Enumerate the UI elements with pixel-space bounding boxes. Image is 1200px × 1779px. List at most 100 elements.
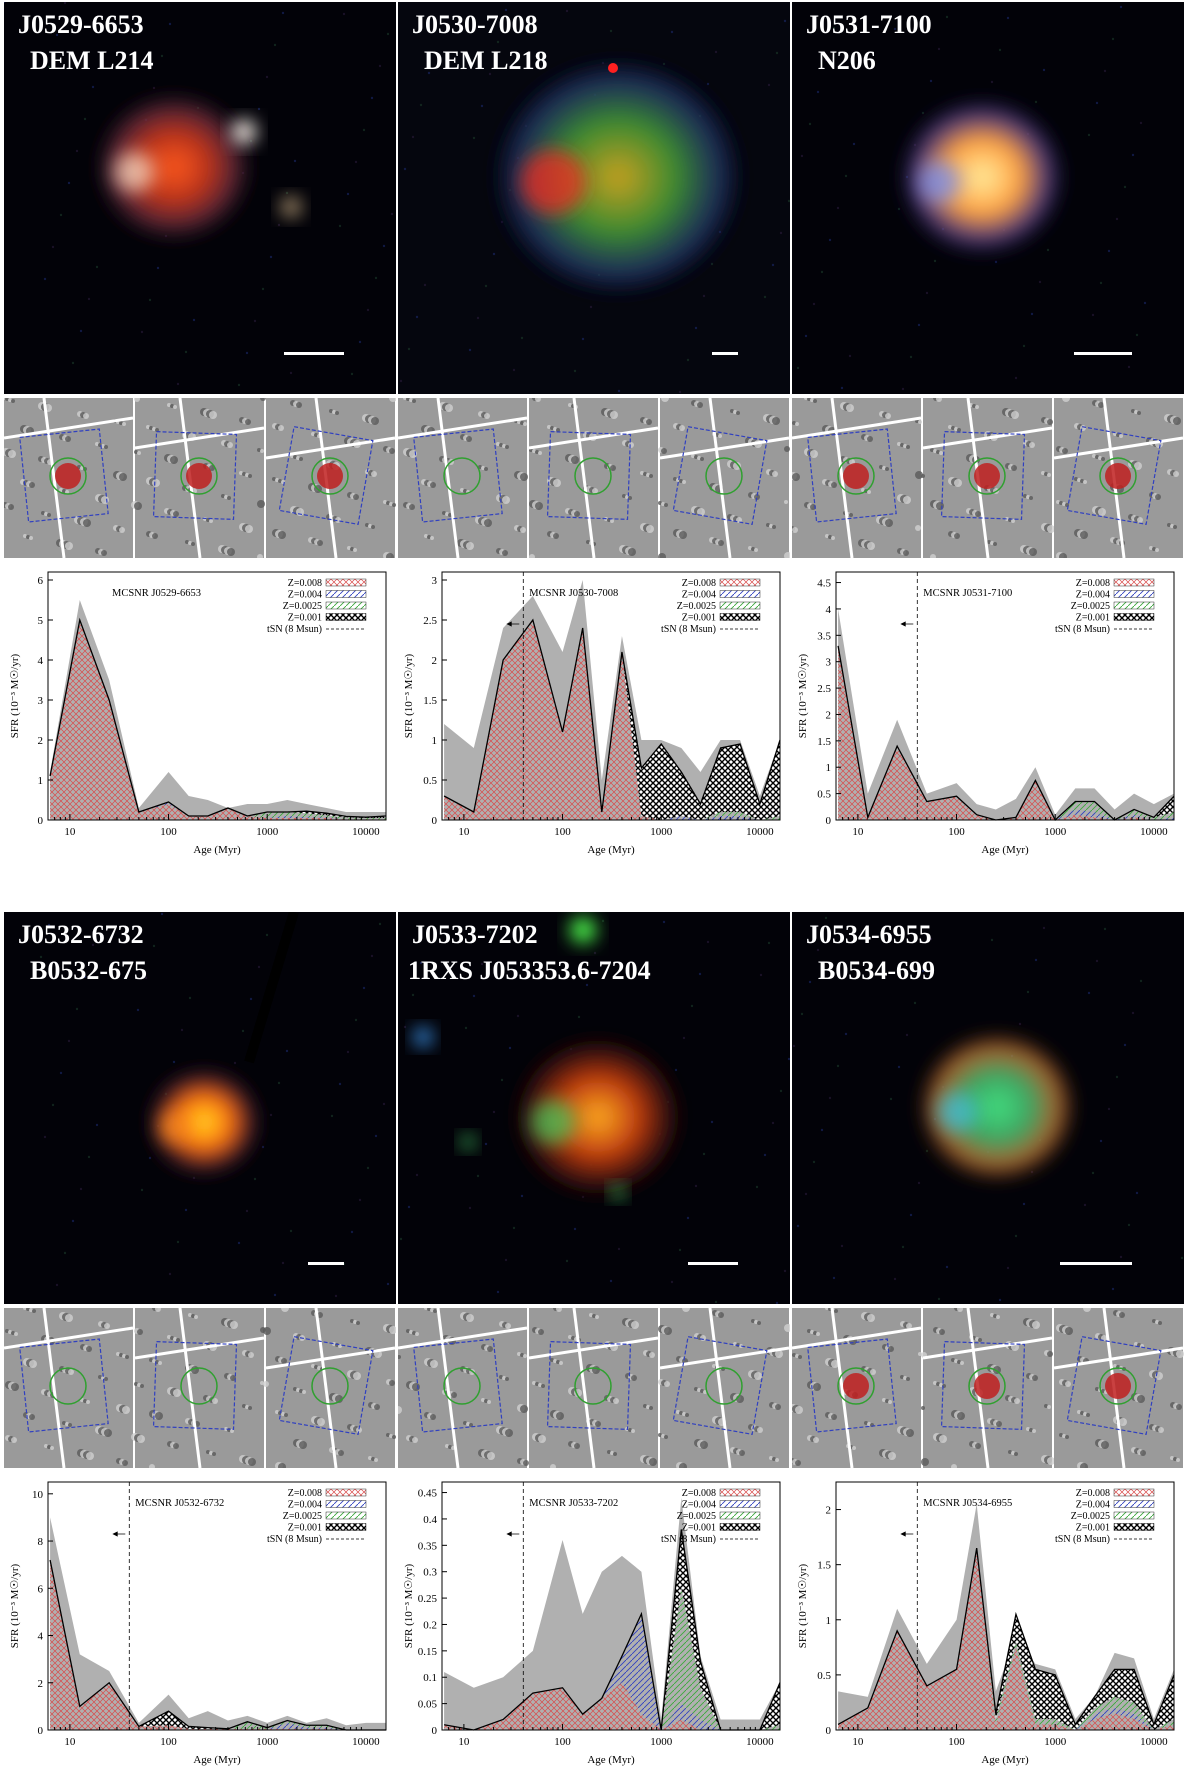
sfr-chart-svg: 0 1 2 3 4 5 6 10 100 1000 10000 Age (Myr) SFR (10⁻³ … <box>9 571 387 856</box>
sfr-chart: 0 0.5 1 1.5 2 2.5 3 3.5 4 4.5 10 100 1000 10000 Age (M… <box>792 564 1184 864</box>
legend-swatch <box>719 590 761 598</box>
legend-label: tSN (8 Msun) <box>267 624 322 635</box>
y-axis-label: SFR (10⁻³ M☉/yr) <box>403 1563 415 1648</box>
xray-image-canvas <box>792 912 1184 1304</box>
y-axis-label: SFR (10⁻³ M☉/yr) <box>403 653 415 738</box>
legend-label: Z=0.008 <box>288 578 322 589</box>
legend-label: Z=0.008 <box>682 1488 716 1499</box>
xray-image: J0530-7008 DEM L218 <box>398 2 790 394</box>
x-tick-label: 10 <box>852 1736 864 1748</box>
y-tick-label: 1 <box>826 762 832 774</box>
sfr-chart: 0 0.5 1 1.5 2 2.5 3 10 100 1000 10000 Age (Myr) SFR … <box>398 564 790 864</box>
thumbnail-3 <box>658 398 790 558</box>
legend-label: Z=0.001 <box>682 1523 716 1534</box>
sfr-upper-band <box>838 608 1174 820</box>
panel-subtitle: DEM L218 <box>424 46 548 75</box>
y-tick-label: 4 <box>38 655 44 667</box>
scale-bar <box>712 352 738 355</box>
legend-label: tSN (8 Msun) <box>661 1534 716 1545</box>
scale-bar <box>1060 1262 1132 1265</box>
thumbnail-1 <box>792 1308 922 1468</box>
y-tick-label: 2.5 <box>423 615 437 627</box>
thumbnail-3 <box>265 398 396 558</box>
y-tick-label: 0 <box>432 1725 438 1737</box>
y-tick-label: 1 <box>826 1615 832 1627</box>
legend-label: Z=0.001 <box>1076 613 1110 624</box>
sfr-total-line <box>837 1548 1175 1727</box>
x-axis-label: Age (Myr) <box>587 1754 635 1766</box>
scale-bar <box>1074 352 1132 355</box>
tsn-arrow <box>900 621 914 627</box>
legend-label: Z=0.001 <box>682 613 716 624</box>
y-tick-label: 0.25 <box>418 1593 438 1605</box>
y-axis-label: SFR (10⁻³ M☉/yr) <box>9 653 21 738</box>
legend-swatch <box>719 613 761 621</box>
thumbnail-2 <box>131 1308 266 1468</box>
y-tick-label: 0.05 <box>418 1699 438 1711</box>
legend-swatch <box>719 601 761 610</box>
x-tick-label: 10000 <box>746 826 774 838</box>
tsn-arrow <box>112 1531 126 1537</box>
legend-swatch <box>1113 1488 1155 1497</box>
thumbnail-1 <box>4 1308 134 1468</box>
legend-swatch <box>1113 613 1155 621</box>
legend-swatch <box>1113 1523 1155 1531</box>
y-tick-label: 1.5 <box>817 736 831 748</box>
panel-subtitle: B0534-699 <box>818 956 935 985</box>
optical-thumbnails <box>792 1308 1184 1468</box>
panel-subtitle: 1RXS J053353.6-7204 <box>408 956 651 985</box>
x-tick-label: 10 <box>458 826 470 838</box>
y-axis-label: SFR (10⁻³ M☉/yr) <box>9 1563 21 1648</box>
sfr-upper-band <box>838 1504 1174 1730</box>
snr-panel-J0533-7202: J0533-7202 1RXS J053353.6-7204 0 0.05 0.1 0.1… <box>398 912 790 1774</box>
y-tick-label: 3 <box>432 575 438 587</box>
scale-bar <box>308 1262 344 1265</box>
scale-bar <box>688 1262 738 1265</box>
series-area-Z=0.001 <box>444 620 780 820</box>
snr-panel-J0529-6653: J0529-6653 DEM L214 0 1 2 3 4 5 6 10 100 1000 10000 A… <box>4 2 396 864</box>
x-tick-label: 1000 <box>256 826 279 838</box>
x-tick-label: 100 <box>948 1736 965 1748</box>
series-area-Z=0.008 <box>444 620 780 820</box>
y-tick-label: 0.5 <box>423 775 437 787</box>
legend-swatch <box>1113 578 1155 587</box>
thumbnail-strip <box>4 398 396 558</box>
snr-panel-J0531-7100: J0531-7100 N206 0 0.5 1 1.5 2 2.5 3 3.5 4 4.5 10 100 1… <box>792 2 1184 864</box>
x-tick-label: 1000 <box>650 826 673 838</box>
y-tick-label: 3.5 <box>817 630 831 642</box>
legend-label: Z=0.004 <box>1076 1500 1110 1511</box>
legend-label: Z=0.0025 <box>1071 601 1110 612</box>
y-tick-label: 1.5 <box>423 695 437 707</box>
y-tick-label: 0 <box>38 1725 44 1737</box>
y-tick-label: 1.5 <box>817 1560 831 1572</box>
y-tick-label: 2 <box>826 1505 832 1517</box>
y-tick-label: 10 <box>32 1489 44 1501</box>
y-tick-label: 0.2 <box>423 1619 437 1631</box>
legend-swatch <box>325 1488 367 1497</box>
tsn-arrow <box>506 621 520 627</box>
legend-label: Z=0.004 <box>682 590 716 601</box>
thumbnail-3 <box>658 1308 790 1468</box>
legend-swatch <box>1113 1500 1155 1508</box>
legend-swatch <box>1113 1511 1155 1520</box>
thumbnail-strip <box>398 398 790 558</box>
snr-panel-J0534-6955: J0534-6955 B0534-699 0 0.5 1 1.5 2 10 100 1000 100… <box>792 912 1184 1774</box>
legend-label: Z=0.0025 <box>283 1511 322 1522</box>
xray-image-canvas <box>792 2 1184 394</box>
y-tick-label: 3 <box>38 695 44 707</box>
legend-swatch <box>1113 601 1155 610</box>
y-tick-label: 0 <box>38 815 44 827</box>
sfr-chart-svg: 0 0.05 0.1 0.15 0.2 0.25 0.3 0.35 0.4 0.45 10 100 10… <box>403 1481 781 1766</box>
legend-swatch <box>719 1500 761 1508</box>
plot-frame <box>441 1481 781 1731</box>
y-tick-label: 0 <box>432 815 438 827</box>
x-tick-label: 10000 <box>1140 1736 1168 1748</box>
x-tick-label: 100 <box>160 826 177 838</box>
y-tick-label: 0.35 <box>418 1540 438 1552</box>
thumbnail-2 <box>921 398 1055 558</box>
x-axis-label: Age (Myr) <box>981 1754 1029 1766</box>
thumbnail-strip <box>792 1308 1184 1468</box>
y-tick-label: 0.5 <box>817 1670 831 1682</box>
sfr-chart-svg: 0 0.5 1 1.5 2 2.5 3 10 100 1000 10000 Age (Myr) SFR … <box>403 571 781 856</box>
panel-title: J0532-6732 <box>18 920 144 949</box>
